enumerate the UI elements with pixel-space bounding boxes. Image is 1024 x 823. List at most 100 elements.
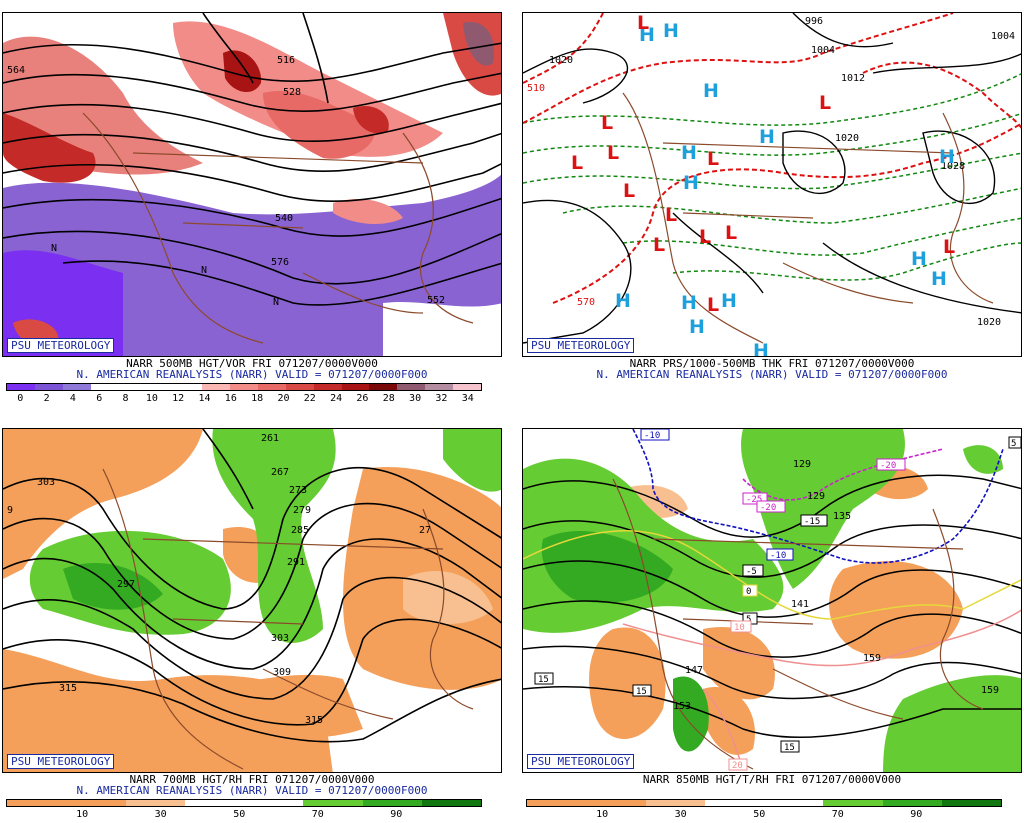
colorbar-swatch	[125, 800, 185, 806]
contour-label: 153	[673, 701, 691, 712]
colorbar-ticks: 0 2 4 6 8 10 12 14 16 18 20 22 24 26 28 30 32 34	[6, 393, 482, 405]
high-pressure-marker: H	[639, 24, 655, 46]
colorbar-swatch	[202, 384, 230, 390]
isobar-label: 1020	[549, 55, 573, 66]
panel-subcaption: N. AMERICAN REANALYSIS (NARR) VALID = 07…	[76, 368, 428, 381]
colorbar-tick-label: 18	[251, 393, 264, 404]
high-pressure-marker: H	[703, 80, 719, 102]
isotherm-box: 15	[632, 684, 652, 697]
high-pressure-marker: H	[615, 290, 631, 312]
colorbar	[526, 799, 1002, 807]
psu-meteorology-badge: PSU METEOROLOGY	[527, 338, 635, 353]
low-pressure-marker: L	[819, 92, 831, 114]
colorbar-swatch	[704, 800, 764, 806]
svg-text:-20: -20	[880, 461, 896, 471]
isobar-label: 1028	[941, 161, 965, 172]
contour-label: 291	[287, 557, 305, 568]
isotherm-box: 0	[742, 584, 758, 597]
colorbar-swatch	[66, 800, 126, 806]
contour-label: 315	[305, 715, 323, 726]
isotherm-box: 10	[730, 620, 752, 633]
colorbar	[6, 799, 482, 807]
contour-label: 279	[293, 505, 311, 516]
colorbar-swatch	[62, 384, 91, 390]
low-pressure-marker: L	[637, 13, 649, 34]
colorbar-tick-label: 32	[435, 393, 448, 404]
contour-label: 552	[427, 295, 445, 306]
high-pressure-marker: H	[683, 172, 699, 194]
colorbar-swatch	[341, 384, 370, 390]
contour-label: 564	[7, 65, 25, 76]
colorbar-tick-label: 26	[356, 393, 369, 404]
panel-500mb: 564 528 516 540 552 576 N N N PSU METEOR…	[2, 12, 502, 407]
colorbar-tick-label: 30	[409, 393, 422, 404]
colorbar-swatch	[313, 384, 342, 390]
colorbar-tick-label: 50	[753, 809, 766, 820]
colorbar-tick-label: 90	[390, 809, 403, 820]
panel-700mb: 261 267 273 279 285 291 297 303 309 315 …	[2, 428, 502, 823]
panel-caption: NARR 500MB HGT/VOR FRI 071207/0000V000	[126, 357, 378, 370]
map-pressure-thickness[interactable]: 996 1004 1012 1020 1028 1020 1020 1004 5…	[522, 12, 1022, 357]
isotherm-box: 15	[780, 740, 800, 753]
map-500mb[interactable]: 564 528 516 540 552 576 N N N PSU METEOR…	[2, 12, 502, 357]
colorbar-swatch	[285, 384, 314, 390]
contour-label: 297	[117, 579, 135, 590]
psu-meteorology-badge: PSU METEOROLOGY	[7, 338, 115, 353]
high-pressure-marker: H	[753, 340, 769, 357]
colorbar-tick-label: 8	[122, 393, 129, 404]
low-pressure-marker: L	[607, 142, 619, 164]
svg-text:-5: -5	[746, 567, 757, 577]
panel-pressure-thickness: 996 1004 1012 1020 1028 1020 1020 1004 5…	[522, 12, 1022, 407]
contour-label: 129	[793, 459, 811, 470]
low-pressure-marker: L	[707, 294, 719, 316]
colorbar-tick-label: 20	[277, 393, 290, 404]
low-pressure-marker: L	[699, 226, 711, 248]
low-pressure-marker: L	[707, 148, 719, 170]
contour-label: 9	[7, 505, 13, 516]
contour-label: 576	[271, 257, 289, 268]
colorbar-ticks: 10 30 50 70 90	[526, 809, 1002, 821]
svg-text:-25: -25	[746, 495, 762, 505]
vort-label: N	[51, 243, 57, 254]
colorbar-tick-label: 28	[382, 393, 395, 404]
low-pressure-marker: L	[571, 152, 583, 174]
map-850mb[interactable]: 129 129 135 141 147 153 159 159 -10 -25 …	[522, 428, 1022, 773]
colorbar-swatch	[146, 384, 175, 390]
thickness-label: 570	[577, 297, 595, 308]
panel-subcaption: N. AMERICAN REANALYSIS (NARR) VALID = 07…	[596, 368, 948, 381]
contour-label: 303	[37, 477, 55, 488]
panel-caption: NARR PRS/1000-500MB THK FRI 071207/0000V…	[629, 357, 915, 370]
isotherm-box: -20	[876, 458, 906, 471]
colorbar-swatch	[882, 800, 942, 806]
svg-text:0: 0	[746, 587, 751, 597]
map-700mb[interactable]: 261 267 273 279 285 291 297 303 309 315 …	[2, 428, 502, 773]
panel-caption: NARR 850MB HGT/T/RH FRI 071207/0000V000	[642, 773, 902, 786]
high-pressure-marker: H	[721, 290, 737, 312]
colorbar-swatch	[645, 800, 705, 806]
colorbar-tick-label: 90	[910, 809, 923, 820]
colorbar-swatch	[184, 800, 244, 806]
colorbar-tick-label: 70	[831, 809, 844, 820]
isotherm-box: -10	[640, 429, 670, 441]
colorbar-tick-label: 2	[43, 393, 50, 404]
contour-label: 147	[685, 665, 703, 676]
contour-label: 309	[273, 667, 291, 678]
colorbar-swatch	[397, 384, 426, 390]
low-pressure-marker: L	[725, 222, 737, 244]
isobar-label: 1020	[835, 133, 859, 144]
colorbar-swatch	[586, 800, 646, 806]
svg-text:-20: -20	[760, 503, 776, 513]
isotherm-box: -25	[742, 492, 768, 505]
vort-label: N	[201, 265, 207, 276]
psu-meteorology-badge: PSU METEOROLOGY	[527, 754, 635, 769]
contour-label: 159	[863, 653, 881, 664]
svg-text:-15: -15	[804, 517, 820, 527]
isotherm-box: -5	[742, 564, 764, 577]
contour-label: 141	[791, 599, 809, 610]
colorbar-tick-label: 34	[461, 393, 474, 404]
colorbar-swatch	[7, 800, 67, 806]
contour-label: 303	[271, 633, 289, 644]
contour-label: 267	[271, 467, 289, 478]
colorbar-tick-label: 10	[596, 809, 609, 820]
colorbar-swatch	[527, 800, 587, 806]
